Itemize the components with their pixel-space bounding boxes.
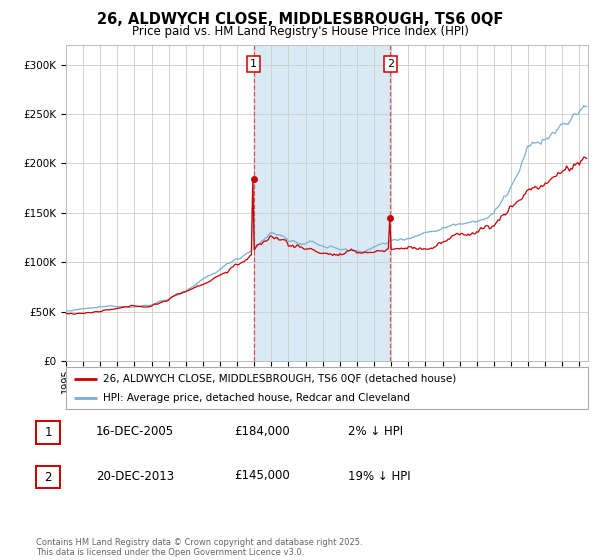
Text: 19% ↓ HPI: 19% ↓ HPI xyxy=(348,469,410,483)
Text: 2: 2 xyxy=(44,470,52,484)
Text: 20-DEC-2013: 20-DEC-2013 xyxy=(96,469,174,483)
Text: £145,000: £145,000 xyxy=(234,469,290,483)
Text: 16-DEC-2005: 16-DEC-2005 xyxy=(96,424,174,438)
Text: 26, ALDWYCH CLOSE, MIDDLESBROUGH, TS6 0QF (detached house): 26, ALDWYCH CLOSE, MIDDLESBROUGH, TS6 0Q… xyxy=(103,374,456,384)
Text: £184,000: £184,000 xyxy=(234,424,290,438)
Text: 1: 1 xyxy=(250,59,257,69)
Text: Price paid vs. HM Land Registry's House Price Index (HPI): Price paid vs. HM Land Registry's House … xyxy=(131,25,469,38)
Text: HPI: Average price, detached house, Redcar and Cleveland: HPI: Average price, detached house, Redc… xyxy=(103,393,410,403)
Bar xyxy=(254,45,391,361)
Text: 1: 1 xyxy=(44,426,52,439)
Text: 2: 2 xyxy=(387,59,394,69)
Text: 26, ALDWYCH CLOSE, MIDDLESBROUGH, TS6 0QF: 26, ALDWYCH CLOSE, MIDDLESBROUGH, TS6 0Q… xyxy=(97,12,503,27)
Text: 2% ↓ HPI: 2% ↓ HPI xyxy=(348,424,403,438)
Text: Contains HM Land Registry data © Crown copyright and database right 2025.
This d: Contains HM Land Registry data © Crown c… xyxy=(36,538,362,557)
